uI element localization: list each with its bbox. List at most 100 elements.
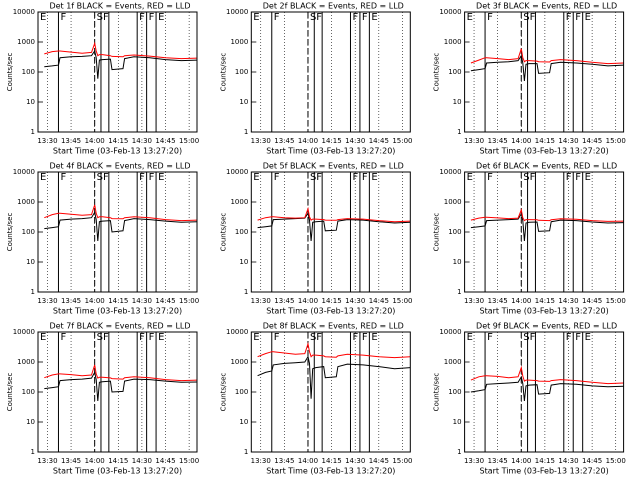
y-tick-label: 1 — [31, 288, 35, 296]
x-tick-label: 14:30 — [558, 137, 578, 145]
event-label: S — [97, 172, 103, 183]
plot-frame — [250, 171, 411, 293]
x-tick-label: 15:00 — [179, 297, 199, 305]
plot-frame — [37, 331, 198, 453]
plot-frame — [37, 171, 198, 293]
y-tick-label: 1 — [31, 448, 35, 456]
y-axis-label: Counts/sec — [6, 373, 14, 412]
event-label: S — [310, 12, 316, 23]
x-tick-label: 14:45 — [155, 457, 175, 465]
y-tick-label: 100 — [235, 228, 248, 236]
event-label: F — [362, 172, 368, 183]
event-label: F — [530, 172, 536, 183]
data-line — [470, 48, 624, 65]
y-tick-label: 100 — [448, 228, 461, 236]
x-tick-label: 14:15 — [108, 297, 128, 305]
event-label: E — [371, 172, 377, 183]
x-tick-label: 14:15 — [321, 297, 341, 305]
y-tick-label: 100 — [22, 68, 35, 76]
y-axis-label: Counts/sec — [433, 213, 441, 252]
x-tick-label: 13:30 — [464, 137, 484, 145]
event-label: E — [158, 332, 164, 343]
event-label: E — [467, 12, 473, 23]
event-label: F — [139, 332, 145, 343]
data-line — [44, 364, 198, 382]
x-tick-label: 13:45 — [274, 457, 294, 465]
event-label: E — [585, 332, 591, 343]
data-line — [257, 341, 411, 359]
x-tick-label: 14:15 — [108, 457, 128, 465]
x-tick-label: 13:45 — [61, 137, 81, 145]
x-tick-label: 14:00 — [298, 457, 318, 465]
event-label: F — [316, 332, 322, 343]
x-tick-label: 14:30 — [558, 457, 578, 465]
event-label: F — [149, 332, 155, 343]
event-label: F — [352, 12, 358, 23]
x-tick-label: 13:30 — [251, 137, 271, 145]
y-tick-label: 10000 — [226, 328, 248, 336]
y-tick-label: 1 — [457, 128, 461, 136]
event-label: F — [487, 332, 493, 343]
y-tick-label: 1000 — [444, 358, 462, 366]
data-line — [44, 41, 198, 60]
y-axis-label: Counts/sec — [219, 53, 227, 92]
chart-title: Det 9f BLACK = Events, RED = LLD — [476, 322, 617, 331]
event-label: E — [253, 12, 259, 23]
y-tick-label: 100 — [448, 68, 461, 76]
x-tick-label: 14:00 — [511, 137, 531, 145]
x-tick-label: 14:00 — [298, 297, 318, 305]
x-tick-label: 15:00 — [392, 297, 412, 305]
x-axis-label: Start Time (03-Feb-13 13:27:20) — [479, 307, 608, 316]
x-axis-label: Start Time (03-Feb-13 13:27:20) — [53, 467, 182, 476]
y-tick-label: 10000 — [13, 8, 35, 16]
data-line — [470, 212, 624, 242]
data-line — [44, 211, 198, 242]
x-tick-label: 13:45 — [488, 457, 508, 465]
x-tick-label: 14:00 — [85, 137, 105, 145]
y-tick-label: 10000 — [226, 168, 248, 176]
event-label: F — [274, 172, 280, 183]
x-tick-label: 14:15 — [535, 457, 555, 465]
chart-title: Det 6f BLACK = Events, RED = LLD — [476, 162, 617, 171]
x-tick-label: 15:00 — [392, 137, 412, 145]
x-tick-label: 14:45 — [369, 137, 389, 145]
chart-title: Det 3f BLACK = Events, RED = LLD — [476, 2, 617, 11]
x-tick-label: 13:45 — [274, 297, 294, 305]
chart-title: Det 8f BLACK = Events, RED = LLD — [263, 322, 404, 331]
data-line — [44, 49, 198, 79]
event-label: E — [467, 332, 473, 343]
event-label: S — [523, 332, 529, 343]
y-tick-label: 10 — [239, 258, 248, 266]
event-label: E — [585, 172, 591, 183]
event-label: S — [523, 12, 529, 23]
x-tick-label: 14:30 — [345, 457, 365, 465]
y-tick-label: 10 — [453, 258, 462, 266]
event-label: E — [40, 172, 46, 183]
x-axis-label: Start Time (03-Feb-13 13:27:20) — [266, 147, 395, 156]
event-label: E — [253, 172, 259, 183]
plot-frame — [250, 331, 411, 453]
y-tick-label: 1 — [244, 448, 248, 456]
x-tick-label: 14:45 — [369, 457, 389, 465]
event-label: F — [149, 172, 155, 183]
event-label: E — [585, 12, 591, 23]
event-label: F — [316, 172, 322, 183]
x-tick-label: 13:45 — [61, 457, 81, 465]
event-label: F — [274, 332, 280, 343]
y-tick-label: 1000 — [230, 38, 248, 46]
x-tick-label: 13:45 — [488, 137, 508, 145]
y-tick-label: 10 — [26, 98, 35, 106]
x-tick-label: 14:30 — [132, 297, 152, 305]
x-tick-label: 14:30 — [345, 297, 365, 305]
x-tick-label: 13:45 — [274, 137, 294, 145]
y-tick-label: 100 — [448, 388, 461, 396]
x-tick-label: 14:45 — [582, 297, 602, 305]
x-tick-label: 15:00 — [179, 137, 199, 145]
event-label: F — [575, 332, 581, 343]
data-line — [470, 365, 624, 385]
x-tick-label: 14:45 — [369, 297, 389, 305]
y-tick-label: 100 — [235, 388, 248, 396]
y-axis-label: Counts/sec — [6, 213, 14, 252]
y-tick-label: 1000 — [444, 198, 462, 206]
y-tick-label: 1000 — [230, 358, 248, 366]
